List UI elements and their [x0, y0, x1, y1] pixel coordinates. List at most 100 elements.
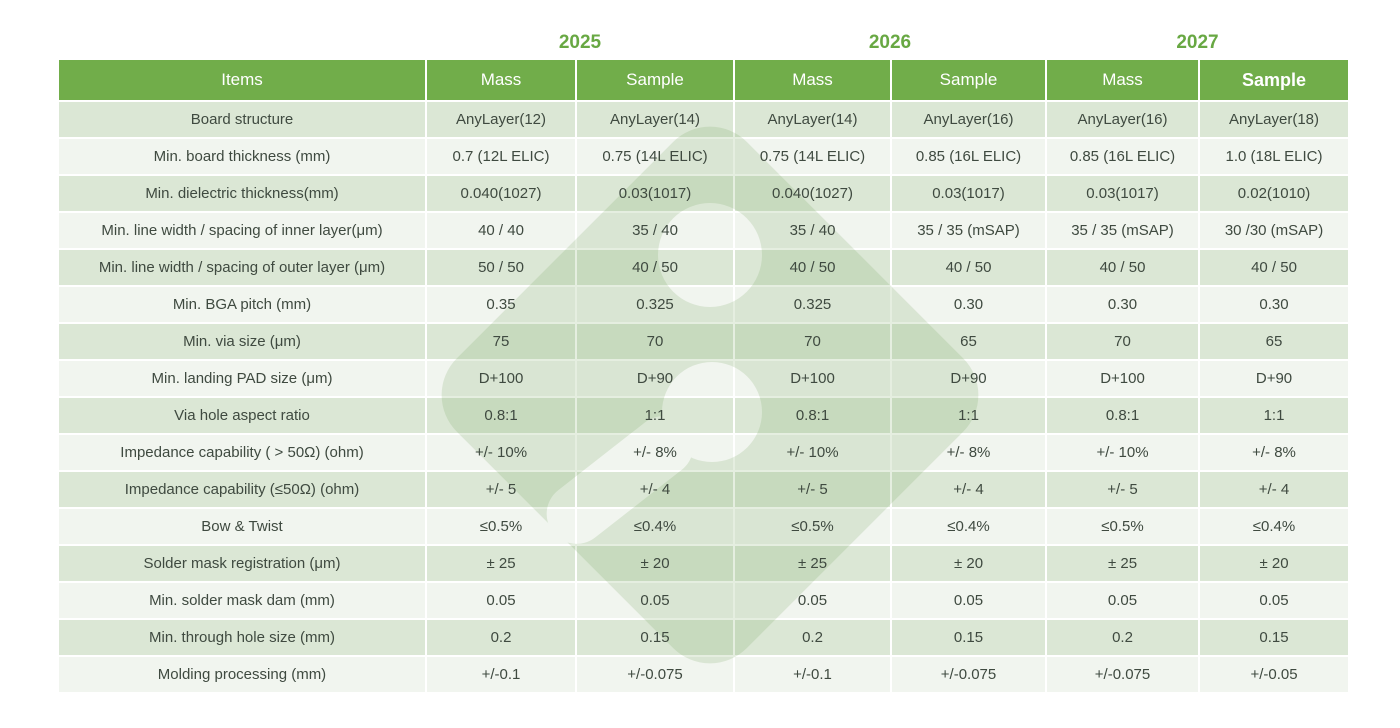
value-cell: 0.05 — [1047, 583, 1198, 618]
value-cell: 75 — [427, 324, 575, 359]
item-cell: Impedance capability (≤50Ω) (ohm) — [59, 472, 425, 507]
item-cell: Min. solder mask dam (mm) — [59, 583, 425, 618]
value-cell: +/-0.1 — [427, 657, 575, 692]
value-cell: D+90 — [577, 361, 733, 396]
table-row: Impedance capability (≤50Ω) (ohm) +/- 5 +/… — [59, 472, 1348, 507]
value-cell: ± 25 — [427, 546, 575, 581]
value-cell: +/- 4 — [1200, 472, 1348, 507]
value-cell: 30 /30 (mSAP) — [1200, 213, 1348, 248]
value-cell: D+90 — [1200, 361, 1348, 396]
items-header: Items — [59, 60, 425, 100]
value-cell: 40 / 50 — [577, 250, 733, 285]
value-cell: ± 20 — [892, 546, 1045, 581]
value-cell: 0.03(1017) — [577, 176, 733, 211]
value-cell: 1:1 — [577, 398, 733, 433]
value-cell: 0.30 — [1200, 287, 1348, 322]
value-cell: 0.2 — [427, 620, 575, 655]
value-cell: AnyLayer(14) — [735, 102, 890, 137]
value-cell: +/- 8% — [892, 435, 1045, 470]
value-cell: +/- 8% — [577, 435, 733, 470]
table-row: Via hole aspect ratio 0.8:1 1:1 0.8:1 1:1 0.8… — [59, 398, 1348, 433]
item-cell: Min. board thickness (mm) — [59, 139, 425, 174]
value-cell: +/-0.05 — [1200, 657, 1348, 692]
table-row: Solder mask registration (μm) ± 25 ± 20 ± 2… — [59, 546, 1348, 581]
value-cell: AnyLayer(14) — [577, 102, 733, 137]
year-label-2025: 2025 — [558, 32, 602, 53]
col-header-mass-0: Mass — [427, 60, 575, 100]
value-cell: 70 — [577, 324, 733, 359]
capability-table: 2025 2026 2027 Items Mass Sample Mass Sampl… — [57, 26, 1350, 694]
value-cell: AnyLayer(12) — [427, 102, 575, 137]
table-row: Min. landing PAD size (μm) D+100 D+90 D+100… — [59, 361, 1348, 396]
value-cell: 65 — [892, 324, 1045, 359]
col-header-mass-4: Mass — [1047, 60, 1198, 100]
item-cell: Min. line width / spacing of inner layer… — [59, 213, 425, 248]
value-cell: D+100 — [427, 361, 575, 396]
value-cell: 0.8:1 — [1047, 398, 1198, 433]
value-cell: AnyLayer(18) — [1200, 102, 1348, 137]
value-cell: ≤0.4% — [892, 509, 1045, 544]
table-row: Min. board thickness (mm) 0.7 (12L ELIC) 0… — [59, 139, 1348, 174]
value-cell: 0.325 — [577, 287, 733, 322]
value-cell: +/- 10% — [427, 435, 575, 470]
value-cell: 35 / 40 — [577, 213, 733, 248]
value-cell: ± 20 — [577, 546, 733, 581]
value-cell: +/- 10% — [1047, 435, 1198, 470]
item-cell: Min. through hole size (mm) — [59, 620, 425, 655]
value-cell: +/- 4 — [577, 472, 733, 507]
value-cell: 0.040(1027) — [735, 176, 890, 211]
item-cell: Solder mask registration (μm) — [59, 546, 425, 581]
item-cell: Molding processing (mm) — [59, 657, 425, 692]
col-header-sample-1: Sample — [577, 60, 733, 100]
year-header-row: 2025 2026 2027 — [59, 28, 1348, 58]
value-cell: ≤0.5% — [1047, 509, 1198, 544]
table-row: Bow & Twist ≤0.5% ≤0.4% ≤0.5% ≤0.4% ≤0.5% ≤0.4… — [59, 509, 1348, 544]
value-cell: 0.30 — [892, 287, 1045, 322]
value-cell: +/-0.075 — [1047, 657, 1198, 692]
value-cell: ± 25 — [1047, 546, 1198, 581]
value-cell: 35 / 35 (mSAP) — [1047, 213, 1198, 248]
value-cell: +/-0.075 — [892, 657, 1045, 692]
value-cell: ± 25 — [735, 546, 890, 581]
column-header-row: Items Mass Sample Mass Sample Mass Sample — [59, 60, 1348, 100]
value-cell: 0.05 — [577, 583, 733, 618]
value-cell: 0.02(1010) — [1200, 176, 1348, 211]
value-cell: +/- 5 — [1047, 472, 1198, 507]
value-cell: 40 / 50 — [892, 250, 1045, 285]
value-cell: 0.85 (16L ELIC) — [1047, 139, 1198, 174]
value-cell: 0.85 (16L ELIC) — [892, 139, 1045, 174]
value-cell: 35 / 35 (mSAP) — [892, 213, 1045, 248]
value-cell: 65 — [1200, 324, 1348, 359]
value-cell: 40 / 40 — [427, 213, 575, 248]
table-row: Min. dielectric thickness(mm) 0.040(1027)… — [59, 176, 1348, 211]
value-cell: 1.0 (18L ELIC) — [1200, 139, 1348, 174]
value-cell: 0.8:1 — [427, 398, 575, 433]
value-cell: 0.8:1 — [735, 398, 890, 433]
value-cell: D+90 — [892, 361, 1045, 396]
value-cell: 0.05 — [427, 583, 575, 618]
value-cell: +/- 10% — [735, 435, 890, 470]
value-cell: 70 — [1047, 324, 1198, 359]
item-cell: Min. via size (μm) — [59, 324, 425, 359]
year-label-2027: 2027 — [1176, 32, 1219, 53]
table-row: Min. line width / spacing of inner layer… — [59, 213, 1348, 248]
value-cell: D+100 — [1047, 361, 1198, 396]
table-row: Min. through hole size (mm) 0.2 0.15 0.2 0.1… — [59, 620, 1348, 655]
value-cell: ± 20 — [1200, 546, 1348, 581]
value-cell: 0.75 (14L ELIC) — [577, 139, 733, 174]
value-cell: 0.15 — [1200, 620, 1348, 655]
item-cell: Min. landing PAD size (μm) — [59, 361, 425, 396]
value-cell: 1:1 — [892, 398, 1045, 433]
item-cell: Via hole aspect ratio — [59, 398, 425, 433]
value-cell: 0.15 — [892, 620, 1045, 655]
table-row: Min. via size (μm) 75 70 70 65 70 65 — [59, 324, 1348, 359]
value-cell: 40 / 50 — [1200, 250, 1348, 285]
table-row: Molding processing (mm) +/-0.1 +/-0.075 +/-… — [59, 657, 1348, 692]
table-row: Min. solder mask dam (mm) 0.05 0.05 0.05 0.0… — [59, 583, 1348, 618]
value-cell: +/- 5 — [735, 472, 890, 507]
value-cell: ≤0.5% — [427, 509, 575, 544]
value-cell: 50 / 50 — [427, 250, 575, 285]
value-cell: 35 / 40 — [735, 213, 890, 248]
table-row: Board structure AnyLayer(12) AnyLayer(14) A… — [59, 102, 1348, 137]
value-cell: 0.05 — [892, 583, 1045, 618]
